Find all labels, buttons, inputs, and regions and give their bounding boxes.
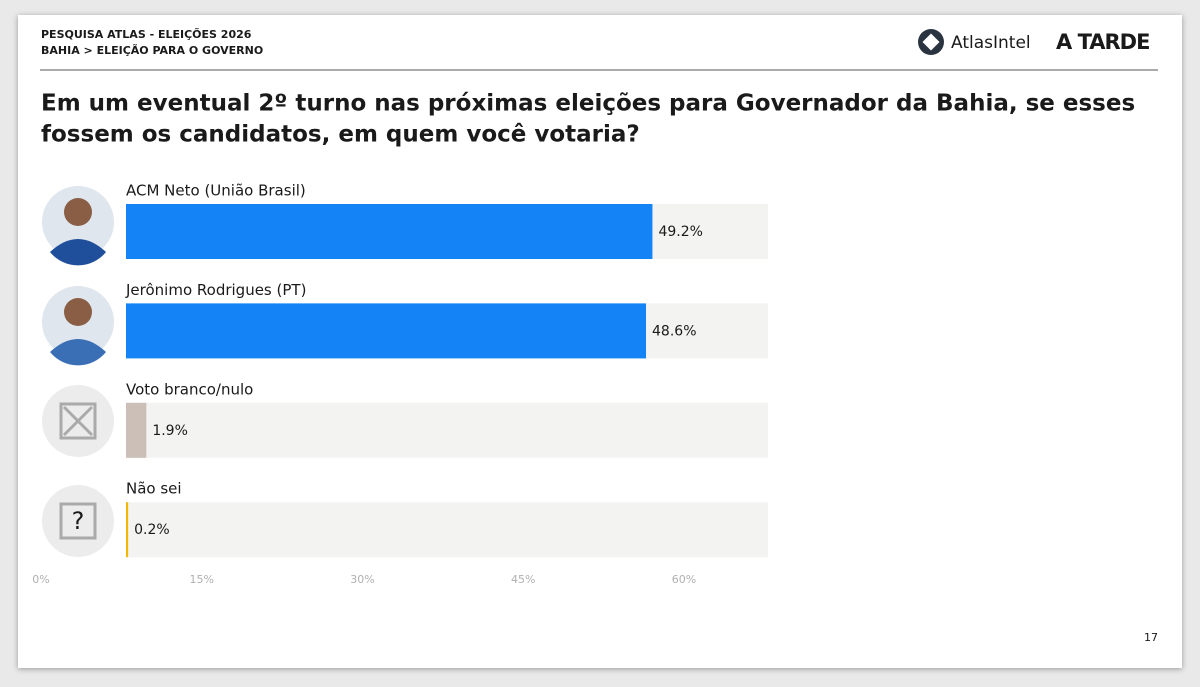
x-tick-label: 45% <box>511 573 535 586</box>
bar-track <box>126 502 768 558</box>
blank-icon <box>42 385 114 457</box>
x-tick-label: 0% <box>32 573 49 586</box>
value-label: 0.2% <box>134 522 170 538</box>
bar <box>126 402 147 458</box>
chart-title: fossem os candidatos, em quem você votar… <box>41 122 640 148</box>
svg-text:?: ? <box>72 507 85 535</box>
avatar <box>42 186 114 266</box>
section-label: BAHIA > ELEIÇÃO PARA O GOVERNO <box>41 44 263 57</box>
category-label: Jerônimo Rodrigues (PT) <box>125 281 306 299</box>
atlas-logo-icon <box>918 29 944 55</box>
value-label: 49.2% <box>658 224 702 240</box>
x-tick-label: 15% <box>190 573 214 586</box>
atlas-logo: AtlasIntel <box>951 33 1031 53</box>
survey-label: PESQUISA ATLAS - ELEIÇÕES 2026 <box>41 28 252 41</box>
value-label: 48.6% <box>652 323 696 339</box>
chart-title: Em um eventual 2º turno nas próximas ele… <box>41 91 1135 117</box>
category-label: Voto branco/nulo <box>126 380 253 398</box>
avatar <box>42 286 114 366</box>
page-number: 17 <box>1144 631 1158 644</box>
x-tick-label: 30% <box>350 573 374 586</box>
x-tick-label: 60% <box>672 573 696 586</box>
atarde-logo: A TARDE <box>1056 30 1149 54</box>
bar <box>126 303 647 359</box>
value-label: 1.9% <box>152 423 188 439</box>
unknown-icon: ? <box>42 485 114 557</box>
bar <box>126 204 653 259</box>
bar-track <box>126 402 768 458</box>
category-label: ACM Neto (União Brasil) <box>126 182 306 200</box>
category-label: Não sei <box>126 480 182 498</box>
bar <box>126 502 129 558</box>
